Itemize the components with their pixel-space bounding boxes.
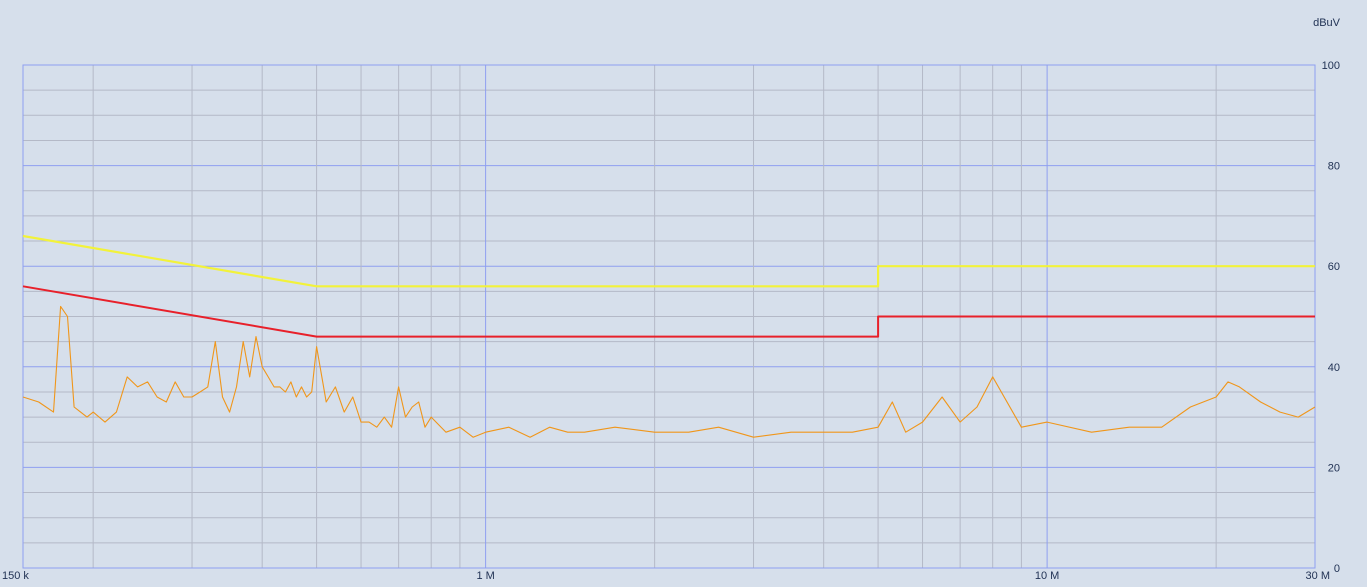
quasi-peak-limit-line (22, 234, 1315, 288)
x-tick-label: 30 M (1306, 570, 1330, 582)
x-tick-label: 150 k (2, 570, 29, 582)
y-tick-label: 80 (1328, 161, 1340, 173)
y-tick-label: 20 (1328, 462, 1340, 474)
average-limit-line (22, 285, 1315, 338)
y-tick-label: 60 (1328, 261, 1340, 273)
y-tick-label: 0 (1334, 563, 1340, 575)
measurement-line (22, 305, 1316, 438)
y-tick-label: 100 (1322, 60, 1340, 72)
axis-label-layer: 150 k 1 M 10 M 30 M 0 20 40 60 80 100 dBuV (2, 17, 1341, 582)
grid-layer (23, 65, 1315, 568)
series-layer (22, 234, 1316, 438)
y-unit-label: dBuV (1313, 17, 1341, 29)
x-tick-label: 1 M (476, 570, 494, 582)
y-tick-label: 40 (1328, 362, 1340, 374)
x-tick-label: 10 M (1035, 570, 1059, 582)
